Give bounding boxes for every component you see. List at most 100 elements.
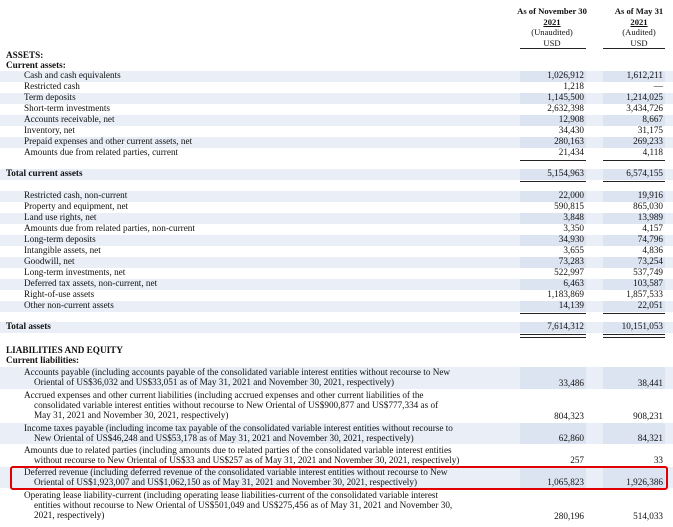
total-value-may: 6,574,155 bbox=[626, 168, 663, 178]
subtotal-rule bbox=[603, 181, 665, 182]
table-row: Goodwill, net 73,283 73,254 bbox=[0, 256, 673, 268]
table-row: Operating lease liability-current (inclu… bbox=[0, 490, 673, 522]
row-value-nov: 34,430 bbox=[558, 125, 584, 135]
table-row: Accounts payable (including accounts pay… bbox=[0, 367, 673, 389]
row-value-nov: 1,065,823 bbox=[547, 477, 584, 487]
row-value-nov: 257 bbox=[570, 455, 584, 465]
header-line: (Audited) bbox=[622, 27, 656, 37]
row-value-may: 22,051 bbox=[637, 300, 663, 310]
row-label-line: Oriental of US$1,923,007 and US$1,062,15… bbox=[34, 476, 418, 487]
row-label-line: Accounts payable (including accounts pay… bbox=[24, 367, 451, 377]
table-row: Amounts due to related parties (includin… bbox=[0, 445, 673, 466]
row-label: Amounts due from related parties, curren… bbox=[24, 147, 179, 157]
row-value-may: 514,033 bbox=[633, 511, 663, 521]
header-line: 2021 bbox=[630, 16, 648, 27]
row-value-may: 1,214,025 bbox=[626, 92, 663, 102]
row-label: Cash and cash equivalents bbox=[24, 70, 121, 80]
deferred-revenue-row: Deferred revenue (including deferred rev… bbox=[0, 467, 673, 488]
row-value-may: 269,233 bbox=[633, 136, 663, 146]
row-label-line: entities without recourse to New Orienta… bbox=[34, 499, 453, 510]
current-liabilities-heading: Current liabilities: bbox=[6, 355, 80, 365]
row-label-line: Amounts due to related parties (includin… bbox=[24, 445, 452, 455]
table-row: Income taxes payable (including income t… bbox=[0, 423, 673, 444]
row-value-nov: 1,145,500 bbox=[547, 92, 584, 102]
row-label: Long-term investments, net bbox=[24, 267, 126, 277]
row-label: Deferred tax assets, non-current, net bbox=[24, 278, 158, 288]
row-label: Short-term investments bbox=[24, 103, 110, 113]
assets-heading-row: ASSETS: bbox=[0, 50, 673, 62]
header-line: USD bbox=[543, 37, 561, 48]
row-value-may: 84,321 bbox=[637, 433, 663, 443]
row-label-line: Accrued expenses and other current liabi… bbox=[24, 390, 424, 400]
total-current-assets-row: Total current assets 5,154,963 6,574,155 bbox=[0, 168, 673, 180]
header-rule bbox=[520, 48, 586, 49]
subtotal-rule bbox=[603, 313, 665, 314]
total-value-nov: 5,154,963 bbox=[547, 168, 584, 178]
row-value-may: 3,434,726 bbox=[626, 103, 663, 113]
row-value-nov: 280,196 bbox=[554, 511, 584, 521]
row-value-may: — bbox=[653, 81, 663, 91]
total-assets-row: Total assets 7,614,312 10,151,053 bbox=[0, 321, 673, 333]
subtotal-rule bbox=[520, 313, 586, 314]
subtotal-rule bbox=[520, 181, 586, 182]
current-assets-heading-row: Current assets: bbox=[0, 60, 673, 72]
row-value-may: 537,749 bbox=[633, 267, 663, 277]
row-value-nov: 33,486 bbox=[558, 378, 584, 388]
row-label: Inventory, net bbox=[24, 125, 75, 135]
row-label-line: Income taxes payable (including income t… bbox=[24, 423, 453, 433]
table-row: Prepaid expenses and other current asset… bbox=[0, 136, 673, 148]
header-line: 2021 bbox=[543, 16, 561, 27]
subtotal-rule bbox=[603, 160, 665, 161]
row-value-nov: 3,655 bbox=[563, 245, 584, 255]
row-label: Restricted cash bbox=[24, 81, 80, 91]
row-value-nov: 522,997 bbox=[554, 267, 584, 277]
row-value-nov: 62,860 bbox=[558, 433, 584, 443]
row-value-nov: 21,434 bbox=[558, 147, 584, 157]
current-liabilities-heading-row: Current liabilities: bbox=[0, 355, 673, 367]
row-value-may: 38,441 bbox=[637, 378, 663, 388]
header-line: USD bbox=[630, 37, 648, 48]
row-value-may: 4,836 bbox=[642, 245, 663, 255]
header-line: As of May 31 bbox=[614, 6, 664, 16]
row-label-line: 2021, respectively) bbox=[34, 509, 105, 520]
total-assets-label: Total assets bbox=[6, 321, 51, 331]
header-line: (Unaudited) bbox=[531, 27, 573, 37]
table-row: Inventory, net 34,430 31,175 bbox=[0, 125, 673, 137]
row-value-may: 13,989 bbox=[637, 212, 663, 222]
table-row: Right-of-use assets 1,183,869 1,857,533 bbox=[0, 289, 673, 301]
row-value-may: 908,231 bbox=[633, 411, 663, 421]
row-label-line: without recourse to New Oriental of US$3… bbox=[34, 454, 460, 465]
row-label: Term deposits bbox=[24, 92, 76, 102]
row-label-line: Deferred revenue (including deferred rev… bbox=[24, 467, 448, 477]
row-label-line: Oriental of US$36,032 and US$33,051 as o… bbox=[34, 376, 395, 387]
row-label: Right-of-use assets bbox=[24, 289, 95, 299]
row-value-may: 865,030 bbox=[633, 201, 663, 211]
row-label: Property and equipment, net bbox=[24, 201, 129, 211]
table-row: Long-term deposits 34,930 74,796 bbox=[0, 234, 673, 246]
row-value-nov: 280,163 bbox=[554, 136, 584, 146]
column-header-nov-2021: As of November 30 2021 (Unaudited) USD bbox=[502, 6, 602, 48]
current-assets-heading: Current assets: bbox=[6, 60, 66, 70]
table-row: Restricted cash 1,218 — bbox=[0, 81, 673, 93]
row-value-nov: 2,632,398 bbox=[547, 103, 584, 113]
row-value-nov: 3,350 bbox=[563, 223, 584, 233]
table-row: Deferred tax assets, non-current, net 6,… bbox=[0, 278, 673, 290]
table-row: Amounts due from related parties, non-cu… bbox=[0, 223, 673, 235]
row-label: Other non-current assets bbox=[24, 300, 114, 310]
row-value-nov: 12,908 bbox=[558, 114, 584, 124]
table-row: Accrued expenses and other current liabi… bbox=[0, 390, 673, 422]
table-row: Land use rights, net 3,848 13,989 bbox=[0, 212, 673, 224]
row-label: Prepaid expenses and other current asset… bbox=[24, 136, 193, 146]
liabilities-heading: LIABILITIES AND EQUITY bbox=[6, 345, 123, 355]
row-label: Operating lease liability-current (inclu… bbox=[24, 490, 484, 520]
row-label-line: Operating lease liability-current (inclu… bbox=[24, 490, 439, 500]
row-label: Accounts payable (including accounts pay… bbox=[24, 367, 484, 388]
table-row: Property and equipment, net 590,815 865,… bbox=[0, 201, 673, 213]
table-row: Cash and cash equivalents 1,026,912 1,61… bbox=[0, 70, 673, 82]
row-value-nov: 22,000 bbox=[558, 190, 584, 200]
row-label-line: consolidated variable interest entities … bbox=[34, 399, 439, 410]
row-value-nov: 804,323 bbox=[554, 411, 584, 421]
row-value-nov: 14,139 bbox=[558, 300, 584, 310]
row-label: Accounts receivable, net bbox=[24, 114, 115, 124]
